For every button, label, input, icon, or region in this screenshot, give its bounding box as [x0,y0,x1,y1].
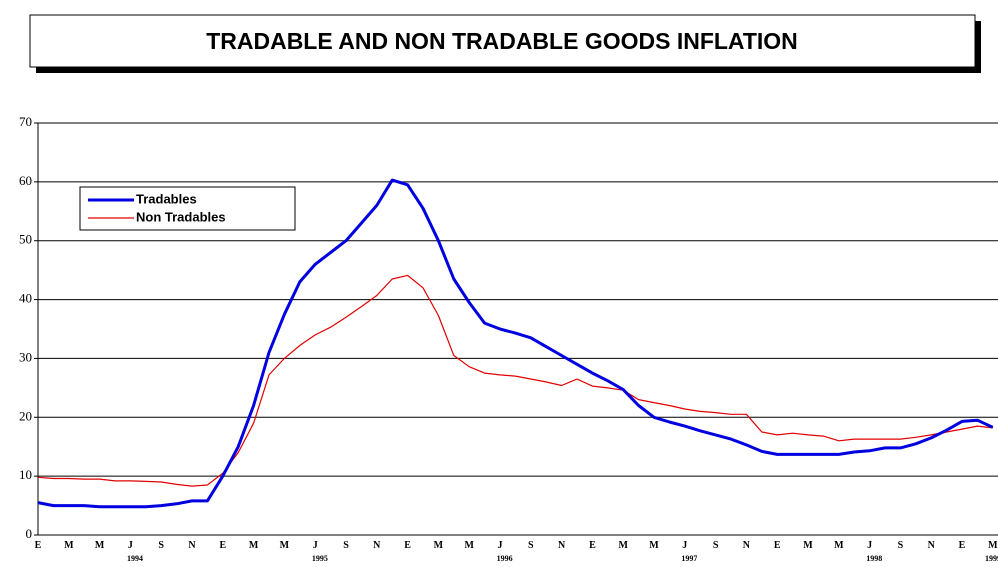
y-tick-label: 30 [19,349,32,364]
x-tick-label: J [682,540,687,551]
x-tick-label: J [128,540,133,551]
x-tick-label: J [867,540,872,551]
x-tick-label: N [558,540,566,551]
legend-box [79,186,296,231]
chart-title: TRADABLE AND NON TRADABLE GOODS INFLATIO… [206,28,798,54]
x-tick-label: M [280,540,290,551]
x-tick-label: M [95,540,105,551]
series-line [37,178,994,509]
x-tick-label: S [898,540,904,551]
x-tick-label: M [64,540,74,551]
x-tick-label: N [188,540,196,551]
x-tick-label: E [219,540,226,551]
x-tick-label: S [528,540,534,551]
x-tick-label: M [834,540,844,551]
x-tick-label: M [988,540,998,551]
year-label: 1994 [127,554,143,563]
y-tick-label: 20 [19,408,32,423]
x-tick-label: N [373,540,381,551]
year-label: 1998 [866,554,882,563]
legend-label: Non Tradables [136,209,226,224]
title-box [29,14,976,68]
year-label: 1997 [681,554,697,563]
x-tick-label: M [803,540,813,551]
y-tick-label: 10 [19,467,32,482]
y-tick-label: 50 [19,232,32,247]
x-tick-label: E [404,540,411,551]
x-tick-label: S [713,540,719,551]
x-tick-label: E [774,540,781,551]
x-tick-label: S [158,540,164,551]
x-tick-label: M [249,540,259,551]
x-tick-label: M [618,540,628,551]
legend-label: Tradables [136,191,197,206]
year-label: 1995 [312,554,328,563]
x-tick-label: M [649,540,659,551]
x-tick-label: J [498,540,503,551]
year-label: 1999 [985,554,998,563]
x-tick-label: M [434,540,444,551]
y-tick-label: 70 [19,114,32,129]
x-tick-label: E [35,540,42,551]
y-tick-label: 40 [19,291,32,306]
x-tick-label: J [313,540,318,551]
x-tick-label: E [959,540,966,551]
series-line [37,274,993,487]
x-tick-label: E [589,540,596,551]
x-tick-label: S [343,540,349,551]
year-label: 1996 [497,554,513,563]
x-tick-label: M [464,540,474,551]
x-tick-label: N [928,540,936,551]
y-tick-label: 60 [19,173,32,188]
y-tick-label: 0 [26,526,33,541]
x-tick-label: N [743,540,751,551]
